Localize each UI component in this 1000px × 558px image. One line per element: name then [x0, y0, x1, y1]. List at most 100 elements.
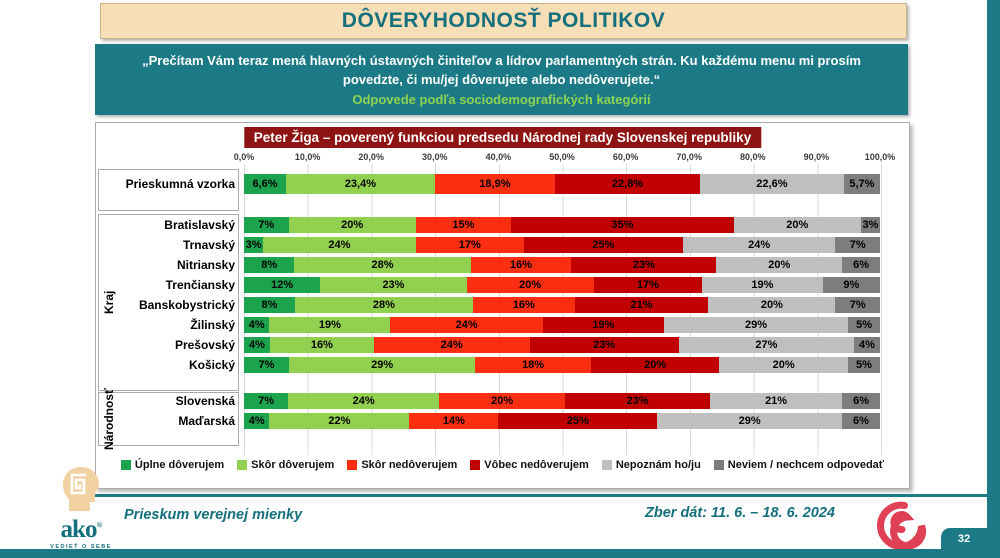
bar-segment: 22,6% — [700, 174, 844, 194]
group-box-Kraj: Kraj — [98, 214, 239, 391]
bar-segment: 23% — [571, 257, 717, 273]
bar-segment: 24% — [263, 237, 416, 253]
row-label: Nitriansky — [176, 258, 235, 272]
right-edge-bar — [987, 0, 1000, 558]
bar-segment: 29% — [657, 413, 842, 429]
bar-segment: 7% — [835, 297, 880, 313]
bar-segment: 4% — [244, 337, 270, 353]
page-number: 32 — [941, 528, 987, 550]
survey-question-box: „Prečítam Vám teraz mená hlavných ústavn… — [95, 44, 908, 115]
x-axis-tick: 80,0% — [740, 152, 766, 162]
registered-mark: ® — [96, 520, 102, 530]
legend-label: Neviem / nechcem odpovedať — [727, 459, 885, 471]
bar-row: 8% 28% 16% 23% 20% 6% — [244, 257, 880, 273]
bar-row: 4% 16% 24% 23% 27% 4% — [244, 337, 880, 353]
bar-segment: 23% — [320, 277, 467, 293]
bar-segment: 7% — [244, 357, 289, 373]
bar-segment: 12% — [244, 277, 321, 293]
x-axis-tick: 50,0% — [549, 152, 575, 162]
legend-label: Úplne dôverujem — [134, 459, 225, 471]
legend-label: Nepoznám ho/ju — [615, 459, 701, 471]
row-label: Prešovský — [174, 338, 235, 352]
legend-swatch — [237, 460, 248, 470]
bar-segment: 25% — [498, 413, 658, 429]
footer-divider — [70, 494, 988, 497]
bar-segment: 4% — [244, 317, 270, 333]
bar-segment: 22% — [269, 413, 410, 429]
bar-segment: 25% — [523, 237, 683, 253]
bar-segment: 7% — [244, 217, 289, 233]
legend-item: Skôr dôverujem — [237, 459, 334, 471]
ako-brand: ako® — [60, 516, 103, 543]
row-label: Maďarská — [178, 414, 235, 428]
row-label: Prieskumná vzorka — [125, 177, 235, 191]
bar-segment: 23,4% — [285, 174, 435, 194]
bar-segment: 16% — [470, 257, 572, 273]
bar-segment: 18% — [475, 357, 591, 373]
ako-head-icon — [63, 467, 99, 511]
legend-swatch — [601, 460, 612, 470]
bar-segment: 6,6% — [244, 174, 286, 194]
bar-segment: 14% — [409, 413, 499, 429]
bar-segment: 20% — [439, 393, 566, 409]
bar-row: 4% 22% 14% 25% 29% 6% — [244, 413, 880, 429]
bar-row: 12% 23% 20% 17% 19% 9% — [244, 277, 880, 293]
chart: Peter Žiga – poverený funkciou predsedu … — [95, 122, 910, 489]
bar-segment: 24% — [682, 237, 836, 253]
chart-title: Peter Žiga – poverený funkciou predsedu … — [243, 127, 762, 148]
bar-segment: 16% — [269, 337, 374, 353]
legend-label: Skôr dôverujem — [251, 459, 335, 471]
survey-subtitle: Odpovede podľa sociodemografických kateg… — [352, 91, 651, 107]
bar-segment: 20% — [733, 217, 861, 233]
bar-segment: 8% — [244, 297, 295, 313]
bar-segment: 18,9% — [434, 174, 555, 194]
row-label: Bratislavský — [164, 218, 235, 232]
x-axis-tick: 90,0% — [803, 152, 830, 162]
bar-segment: 3% — [860, 217, 880, 233]
footer-left-text: Prieskum verejnej mienky — [124, 507, 303, 523]
bar-segment: 24% — [288, 393, 440, 409]
ako-logo: ako® VEDIEŤ O SEBE — [50, 466, 112, 550]
bar-segment: 20% — [719, 357, 848, 373]
group-box-Národnosť: Národnosť — [98, 388, 239, 450]
footer-right-text: Zber dát: 11. 6. – 18. 6. 2024 — [645, 505, 835, 521]
group-box-sample — [98, 169, 239, 211]
slide-title-bar: DÔVERYHODNOSŤ POLITIKOV — [100, 3, 907, 39]
bar-segment: 5% — [848, 317, 880, 333]
legend-item: Vôbec nedôverujem — [470, 459, 589, 471]
bar-segment: 19% — [542, 317, 664, 333]
chart-body: Prieskumná vzorka 6,6% 23,4% 18,9% 22,8% 22,6… — [96, 123, 909, 488]
x-axis-tick: 70,0% — [676, 152, 702, 162]
x-axis-tick: 10,0% — [294, 152, 321, 162]
bar-segment: 5,7% — [843, 174, 880, 194]
legend: Úplne dôverujem Skôr dôverujem Skôr nedôve… — [96, 459, 909, 471]
bar-segment: 22,8% — [555, 174, 701, 194]
x-axis-tick: 20,0% — [358, 152, 384, 162]
bar-segment: 15% — [415, 217, 512, 233]
legend-item: Skôr nedôverujem — [347, 459, 457, 471]
x-axis-tick: 60,0% — [612, 152, 639, 162]
row-label: Žilinský — [190, 318, 235, 332]
bar-segment: 20% — [288, 217, 416, 233]
bar-row: 8% 28% 16% 21% 20% 7% — [244, 297, 880, 313]
legend-swatch — [347, 460, 358, 470]
bar-row: 4% 19% 24% 19% 29% 5% — [244, 317, 880, 333]
legend-label: Skôr nedôverujem — [361, 459, 458, 471]
x-axis-tick: 40,0% — [485, 152, 512, 162]
bar-row: 3% 24% 17% 25% 24% 7% — [244, 237, 880, 253]
bar-segment: 20% — [708, 297, 836, 313]
bar-row: 6,6% 23,4% 18,9% 22,8% 22,6% 5,7% — [244, 174, 880, 194]
row-label: Trnavský — [182, 238, 235, 252]
bar-segment: 24% — [373, 337, 530, 353]
x-axis-tick: 100,0% — [864, 152, 896, 162]
x-axis-tick: 0,0% — [233, 152, 255, 162]
bar-segment: 20% — [590, 357, 720, 373]
bar-segment: 6% — [841, 413, 880, 429]
bar-row: 7% 24% 20% 23% 21% 6% — [244, 393, 880, 409]
legend-label: Vôbec nedôverujem — [484, 459, 589, 471]
bar-segment: 20% — [466, 277, 594, 293]
bar-segment: 20% — [716, 257, 843, 273]
x-axis: 0,0% 10,0% 20,0% 30,0% 40,0% 50,0% 60,0% 70,0% 8… — [96, 152, 909, 164]
bar-segment: 16% — [472, 297, 575, 313]
bar-segment: 5% — [847, 357, 880, 373]
